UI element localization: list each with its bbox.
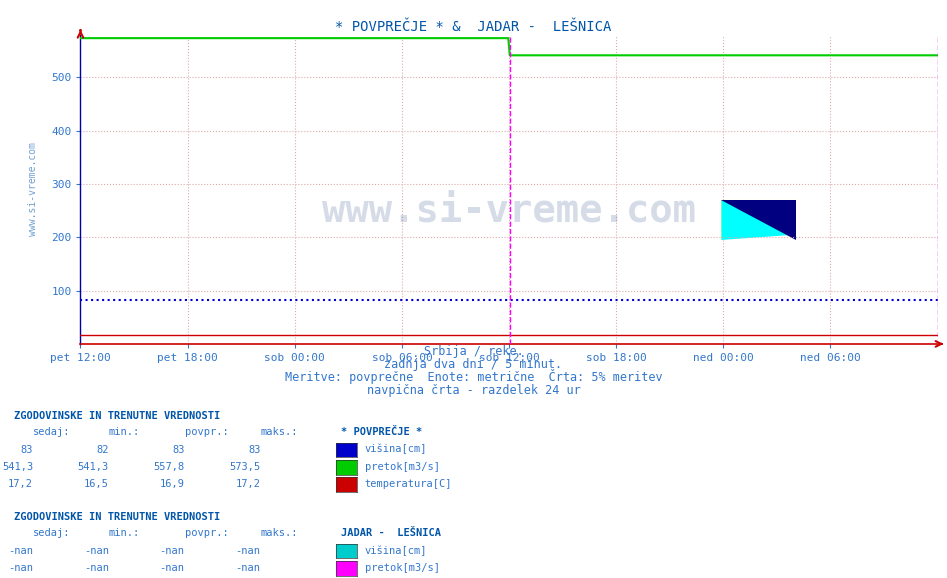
Text: 16,9: 16,9 [160, 479, 185, 489]
Text: 83: 83 [248, 444, 260, 454]
Text: 541,3: 541,3 [78, 462, 109, 472]
Text: zadnja dva dni / 5 minut.: zadnja dva dni / 5 minut. [384, 358, 563, 371]
Text: maks.:: maks.: [260, 427, 298, 437]
Text: navpična črta - razdelek 24 ur: navpična črta - razdelek 24 ur [366, 384, 581, 397]
Text: -nan: -nan [160, 563, 185, 573]
Text: min.:: min.: [109, 427, 140, 437]
Polygon shape [722, 200, 795, 240]
Polygon shape [722, 200, 795, 240]
Text: -nan: -nan [84, 563, 109, 573]
Text: 16,5: 16,5 [84, 479, 109, 489]
Text: -nan: -nan [236, 563, 260, 573]
Text: * POVPREČJE * &  JADAR -  LEŠNICA: * POVPREČJE * & JADAR - LEŠNICA [335, 20, 612, 34]
Text: maks.:: maks.: [260, 528, 298, 538]
Text: JADAR -  LEŠNICA: JADAR - LEŠNICA [341, 528, 441, 538]
Text: -nan: -nan [84, 546, 109, 555]
Text: -nan: -nan [9, 563, 33, 573]
Polygon shape [722, 200, 795, 240]
Text: 83: 83 [21, 444, 33, 454]
Text: 573,5: 573,5 [229, 462, 260, 472]
Text: min.:: min.: [109, 528, 140, 538]
Text: 541,3: 541,3 [2, 462, 33, 472]
Text: sedaj:: sedaj: [33, 528, 71, 538]
Text: Meritve: povprečne  Enote: metrične  Črta: 5% meritev: Meritve: povprečne Enote: metrične Črta:… [285, 369, 662, 384]
Text: 17,2: 17,2 [236, 479, 260, 489]
Text: * POVPREČJE *: * POVPREČJE * [341, 427, 422, 437]
Text: 83: 83 [172, 444, 185, 454]
Text: pretok[m3/s]: pretok[m3/s] [365, 563, 439, 573]
Text: temperatura[C]: temperatura[C] [365, 479, 452, 489]
Text: povpr.:: povpr.: [185, 427, 228, 437]
Text: 557,8: 557,8 [153, 462, 185, 472]
Text: -nan: -nan [9, 546, 33, 555]
Text: ZGODOVINSKE IN TRENUTNE VREDNOSTI: ZGODOVINSKE IN TRENUTNE VREDNOSTI [14, 411, 221, 421]
Text: -nan: -nan [160, 546, 185, 555]
Text: višina[cm]: višina[cm] [365, 444, 427, 454]
Text: sedaj:: sedaj: [33, 427, 71, 437]
Text: Srbija / reke.: Srbija / reke. [423, 346, 524, 358]
Text: www.si-vreme.com: www.si-vreme.com [28, 142, 39, 236]
Text: www.si-vreme.com: www.si-vreme.com [322, 192, 696, 230]
Text: ZGODOVINSKE IN TRENUTNE VREDNOSTI: ZGODOVINSKE IN TRENUTNE VREDNOSTI [14, 512, 221, 522]
Text: povpr.:: povpr.: [185, 528, 228, 538]
Text: 17,2: 17,2 [9, 479, 33, 489]
Text: pretok[m3/s]: pretok[m3/s] [365, 462, 439, 472]
Text: višina[cm]: višina[cm] [365, 545, 427, 555]
Text: 82: 82 [97, 444, 109, 454]
Text: -nan: -nan [236, 546, 260, 555]
